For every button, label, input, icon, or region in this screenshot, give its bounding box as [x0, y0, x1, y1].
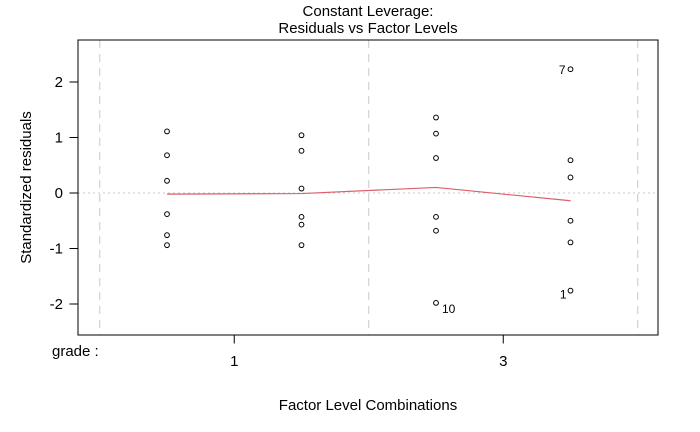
- data-points: [164, 66, 574, 306]
- data-point: [433, 155, 439, 161]
- outlier-label: 7: [559, 63, 566, 77]
- data-point: [298, 221, 305, 228]
- data-point: [164, 128, 170, 135]
- factor-group-separators: [99, 40, 639, 335]
- data-point: [567, 287, 574, 294]
- data-point: [298, 185, 305, 192]
- y-axis-title: Standardized residuals: [18, 111, 35, 264]
- data-point: [567, 217, 574, 224]
- outlier-point-labels: 7 10 1: [442, 63, 567, 316]
- x-tick-label: 3: [499, 353, 507, 370]
- group-means-line: [166, 186, 571, 202]
- data-point: [298, 132, 305, 139]
- data-point: [567, 66, 574, 73]
- data-point: [298, 242, 305, 249]
- plot-title-line2: Residuals vs Factor Levels: [278, 20, 457, 37]
- y-tick-label: -2: [50, 296, 63, 313]
- data-point: [164, 232, 170, 239]
- data-point: [164, 242, 170, 249]
- data-point: [567, 157, 574, 164]
- data-point: [433, 130, 439, 137]
- y-tick-label: 2: [55, 74, 63, 91]
- plot-box: [77, 39, 659, 336]
- x-axis-title: Factor Level Combinations: [279, 397, 457, 414]
- data-point: [433, 114, 439, 121]
- data-point: [164, 177, 170, 184]
- factor-name-label: grade :: [52, 343, 99, 360]
- data-point: [298, 147, 305, 154]
- plot-title-line1: Constant Leverage:: [303, 3, 434, 20]
- data-point: [567, 239, 574, 246]
- data-point: [433, 227, 439, 234]
- data-point: [298, 213, 305, 220]
- mean-trend-line: [166, 186, 571, 202]
- data-point: [164, 211, 170, 217]
- data-point: [164, 152, 170, 159]
- data-point: [433, 299, 439, 306]
- outlier-label: 10: [442, 302, 456, 316]
- data-point: [567, 174, 574, 181]
- y-tick-label: 0: [55, 185, 63, 202]
- axis-ticks: 210-1-21 3: [50, 74, 508, 370]
- y-tick-label: 1: [55, 130, 63, 147]
- x-tick-label: 1: [230, 353, 238, 370]
- outlier-label: 1: [560, 288, 567, 302]
- y-tick-label: -1: [50, 241, 63, 258]
- data-point: [433, 213, 439, 220]
